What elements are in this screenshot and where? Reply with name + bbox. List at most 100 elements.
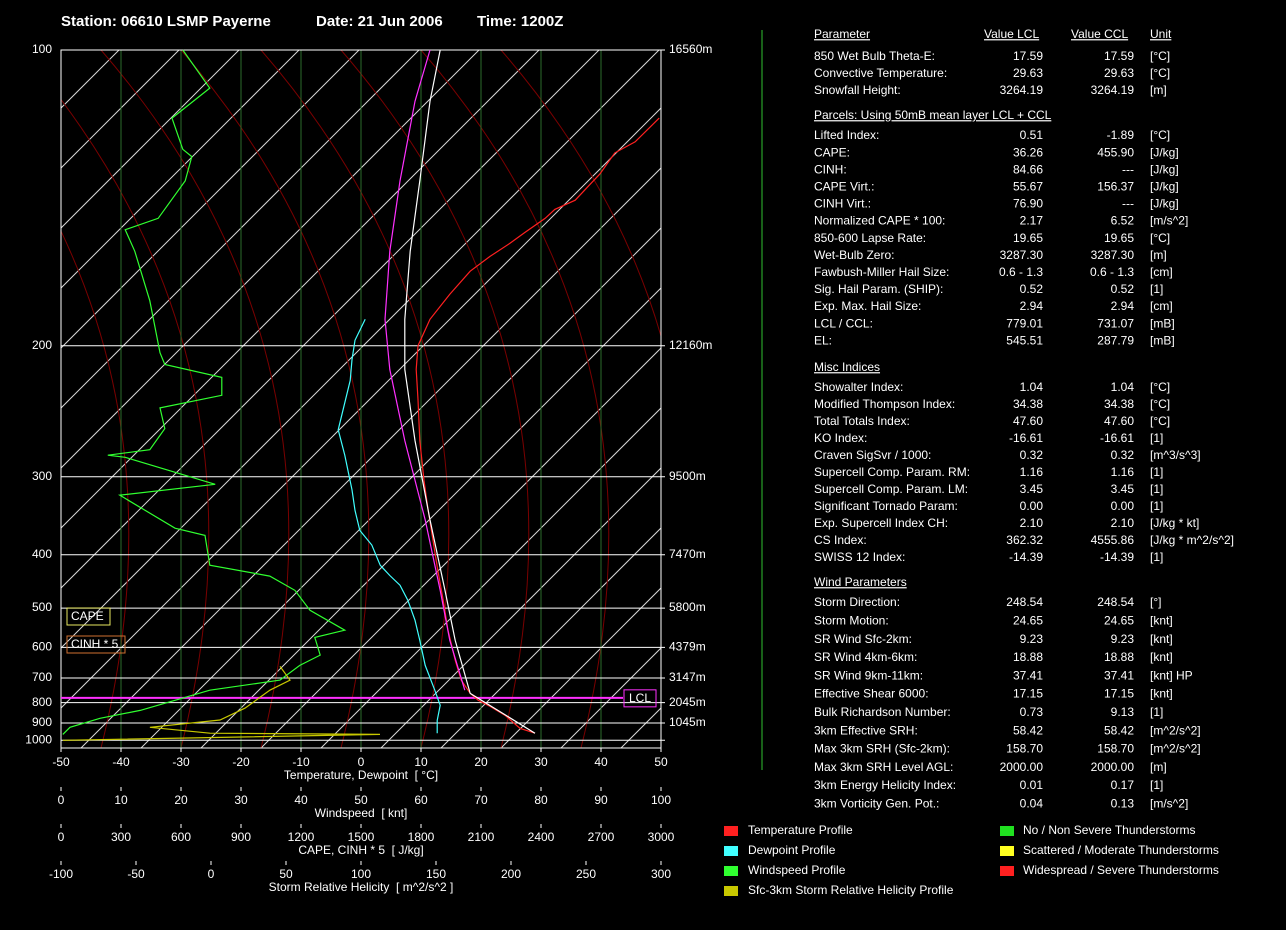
- parameter-value: 3287.30: [1000, 248, 1044, 262]
- parameter-value: 3.45: [1111, 482, 1135, 496]
- parameter-name: Modified Thompson Index:: [814, 397, 955, 411]
- table-header: Parameter: [814, 27, 870, 41]
- skew-line: [380, 467, 661, 748]
- parameter-name: Showalter Index:: [814, 380, 903, 394]
- x-tick-label: -40: [112, 755, 130, 769]
- date: Date: 21 Jun 2006: [316, 13, 443, 30]
- unit: [m]: [1150, 760, 1167, 774]
- parameter-value: 3287.30: [1091, 248, 1135, 262]
- skew-line: [61, 50, 540, 529]
- unit: [m]: [1150, 248, 1167, 262]
- unit: [1]: [1150, 778, 1163, 792]
- x-tick-label: 30: [234, 793, 248, 807]
- parameter-value: 2.94: [1020, 299, 1044, 313]
- x-tick-label: 300: [111, 830, 131, 844]
- height-label: 4379m: [669, 640, 706, 654]
- station: Station: 06610 LSMP Payerne: [61, 13, 271, 30]
- x-tick-label: 90: [594, 793, 608, 807]
- y-tick-label: 1000: [25, 732, 52, 746]
- y-tick-label: 600: [32, 640, 52, 654]
- parameter-value: 34.38: [1104, 397, 1134, 411]
- legend-label: Windspeed Profile: [748, 863, 846, 877]
- parameter-value: 34.38: [1013, 397, 1043, 411]
- y-tick-label: 100: [32, 42, 52, 56]
- parameter-value: 58.42: [1104, 723, 1134, 737]
- unit: [°C]: [1150, 397, 1170, 411]
- parameter-value: 0.17: [1111, 778, 1135, 792]
- parameter-name: Max 3km SRH Level AGL:: [814, 760, 953, 774]
- unit: [1]: [1150, 465, 1163, 479]
- unit: [m/s^2]: [1150, 796, 1188, 810]
- unit: [°]: [1150, 595, 1161, 609]
- x-tick-label: 70: [474, 793, 488, 807]
- parameter-name: Significant Tornado Param:: [814, 499, 958, 513]
- parameter-value: 0.6 - 1.3: [1090, 265, 1134, 279]
- unit: [knt]: [1150, 687, 1173, 701]
- x-tick-label: 50: [354, 793, 368, 807]
- x-tick-label: 20: [474, 755, 488, 769]
- unit: [°C]: [1150, 66, 1170, 80]
- x-tick-label: 30: [534, 755, 548, 769]
- parameter-name: Wet-Bulb Zero:: [814, 248, 894, 262]
- parameter-value: 55.67: [1013, 179, 1043, 193]
- y-tick-label: 300: [32, 469, 52, 483]
- parameter-value: 1.04: [1020, 380, 1044, 394]
- parameter-name: Lifted Index:: [814, 128, 879, 142]
- section-title: Parcels: Using 50mB mean layer LCL + CCL: [814, 108, 1052, 122]
- unit: [J/kg * kt]: [1150, 516, 1199, 530]
- parameter-value: 18.88: [1013, 650, 1043, 664]
- parameter-value: 29.63: [1104, 66, 1134, 80]
- x-tick-label: -10: [292, 755, 310, 769]
- table-header: Value CCL: [1071, 27, 1128, 41]
- table-header: Value LCL: [984, 27, 1039, 41]
- x-tick-label: 900: [231, 830, 251, 844]
- parameter-value: 37.41: [1104, 668, 1134, 682]
- table-header: Unit: [1150, 27, 1172, 41]
- legend-swatch: [1000, 826, 1014, 836]
- parameter-value: 24.65: [1013, 613, 1043, 627]
- skew-line: [61, 50, 420, 409]
- parameter-value: ---: [1122, 197, 1134, 211]
- height-label: 2045m: [669, 695, 706, 709]
- profile-line: [404, 49, 536, 734]
- unit: [°C]: [1150, 380, 1170, 394]
- unit: [knt] HP: [1150, 668, 1193, 682]
- parameter-value: 779.01: [1006, 316, 1043, 330]
- x-tick-label: 250: [576, 867, 596, 881]
- legend-swatch: [724, 826, 738, 836]
- unit: [°C]: [1150, 414, 1170, 428]
- height-label: 5800m: [669, 600, 706, 614]
- parameter-value: 47.60: [1013, 414, 1043, 428]
- unit: [1]: [1150, 482, 1163, 496]
- x-tick-label: 40: [294, 793, 308, 807]
- height-label: 7470m: [669, 547, 706, 561]
- y-tick-label: 800: [32, 695, 52, 709]
- x-tick-label: 2700: [588, 830, 615, 844]
- parameter-value: -16.61: [1009, 431, 1043, 445]
- parameter-value: 0.00: [1111, 499, 1135, 513]
- unit: [°C]: [1150, 128, 1170, 142]
- skew-line: [61, 107, 661, 709]
- legend-swatch: [1000, 846, 1014, 856]
- parameter-name: Exp. Max. Hail Size:: [814, 299, 921, 313]
- parameter-name: Sig. Hail Param. (SHIP):: [814, 282, 943, 296]
- parameter-value: 158.70: [1097, 742, 1134, 756]
- parameter-value: 2.94: [1111, 299, 1135, 313]
- adiabat: [61, 98, 210, 748]
- legend-swatch: [724, 886, 738, 896]
- parameter-value: 2.10: [1020, 516, 1044, 530]
- parameter-name: Storm Motion:: [814, 613, 889, 627]
- parameter-name: SR Wind Sfc-2km:: [814, 632, 912, 646]
- x-tick-label: 150: [426, 867, 446, 881]
- y-tick-label: 400: [32, 547, 52, 561]
- skew-line: [61, 50, 480, 469]
- profile-line: [415, 117, 660, 734]
- parameter-value: 2000.00: [1000, 760, 1044, 774]
- x-tick-label: -50: [127, 867, 145, 881]
- parameter-value: 9.23: [1020, 632, 1044, 646]
- x-tick-label: 1500: [348, 830, 375, 844]
- unit: [knt]: [1150, 650, 1173, 664]
- x-tick-label: 20: [174, 793, 188, 807]
- parameter-value: 17.59: [1104, 49, 1134, 63]
